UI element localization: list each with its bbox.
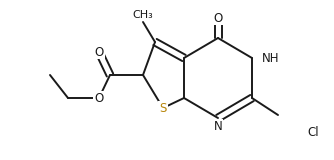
Text: NH: NH — [262, 52, 280, 64]
Text: N: N — [214, 120, 222, 133]
Text: O: O — [95, 92, 104, 104]
Text: Cl: Cl — [307, 125, 319, 139]
Text: O: O — [213, 12, 223, 24]
Text: CH₃: CH₃ — [133, 10, 153, 20]
Text: O: O — [95, 45, 104, 59]
Text: S: S — [159, 101, 167, 115]
